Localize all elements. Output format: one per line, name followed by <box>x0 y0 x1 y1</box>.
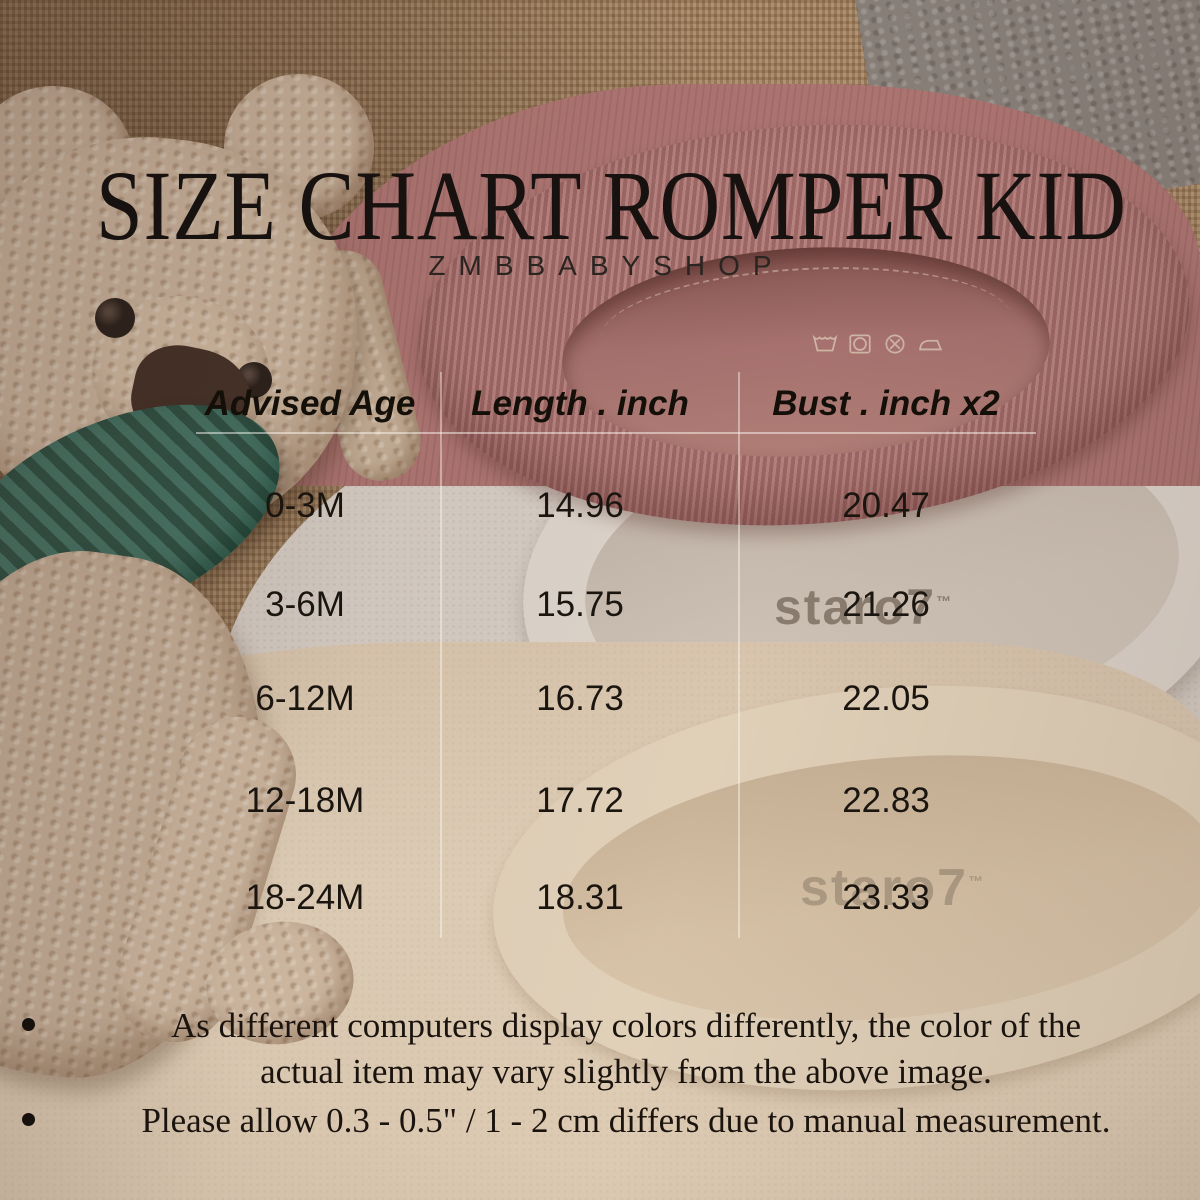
trademark-symbol: ™ <box>968 873 984 891</box>
care-label-icons <box>812 332 945 356</box>
note-line: actual item may vary slightly from the a… <box>260 1052 992 1091</box>
note-line: As different computers display colors di… <box>170 1006 1082 1045</box>
age-cell: 18-24M <box>245 878 365 917</box>
brand-tag-cream-shirt: staro7™ <box>800 858 983 918</box>
length-cell: 18.31 <box>536 878 624 917</box>
bear-eye-left <box>95 298 135 338</box>
age-cell: 12-18M <box>245 781 365 820</box>
page-title: SIZE CHART ROMPER KID <box>96 150 1127 261</box>
bust-cell: 23.33 <box>842 878 930 917</box>
bust-cell: 20.47 <box>842 486 930 525</box>
do-not-bleach-icon <box>882 332 908 356</box>
bullet-marker <box>22 1113 35 1126</box>
brand-tag-text: staro7 <box>774 579 937 635</box>
bust-cell: 22.83 <box>842 781 930 820</box>
column-header-age: Advised Age <box>204 384 416 423</box>
page-subtitle: ZMBBABYSHOP <box>428 250 785 281</box>
column-divider-2 <box>738 372 740 938</box>
column-header-bust: Bust . inch x2 <box>772 384 1000 423</box>
length-cell: 14.96 <box>536 486 624 525</box>
trademark-symbol: ™ <box>936 593 952 611</box>
brand-tag-white-shirt: staro7™ <box>774 578 951 636</box>
age-cell: 6-12M <box>255 679 355 718</box>
length-cell: 15.75 <box>536 585 624 624</box>
bust-cell: 21.26 <box>842 585 930 624</box>
column-divider-1 <box>440 372 442 938</box>
iron-icon <box>917 332 945 356</box>
brand-tag-text: staro7 <box>800 859 969 917</box>
age-cell: 0-3M <box>265 486 345 525</box>
note-measurement-disclaimer: Please allow 0.3 - 0.5" / 1 - 2 cm diffe… <box>141 1101 1111 1140</box>
wash-icon <box>812 332 838 356</box>
length-cell: 17.72 <box>536 781 624 820</box>
tumble-dry-icon <box>847 332 873 356</box>
bust-cell: 22.05 <box>842 679 930 718</box>
column-header-length: Length . inch <box>471 384 689 423</box>
length-cell: 16.73 <box>536 679 624 718</box>
age-cell: 3-6M <box>265 585 345 624</box>
header-divider-line <box>196 432 1036 434</box>
note-color-disclaimer: As different computers display colors di… <box>80 1003 1172 1095</box>
bullet-marker <box>22 1018 35 1031</box>
